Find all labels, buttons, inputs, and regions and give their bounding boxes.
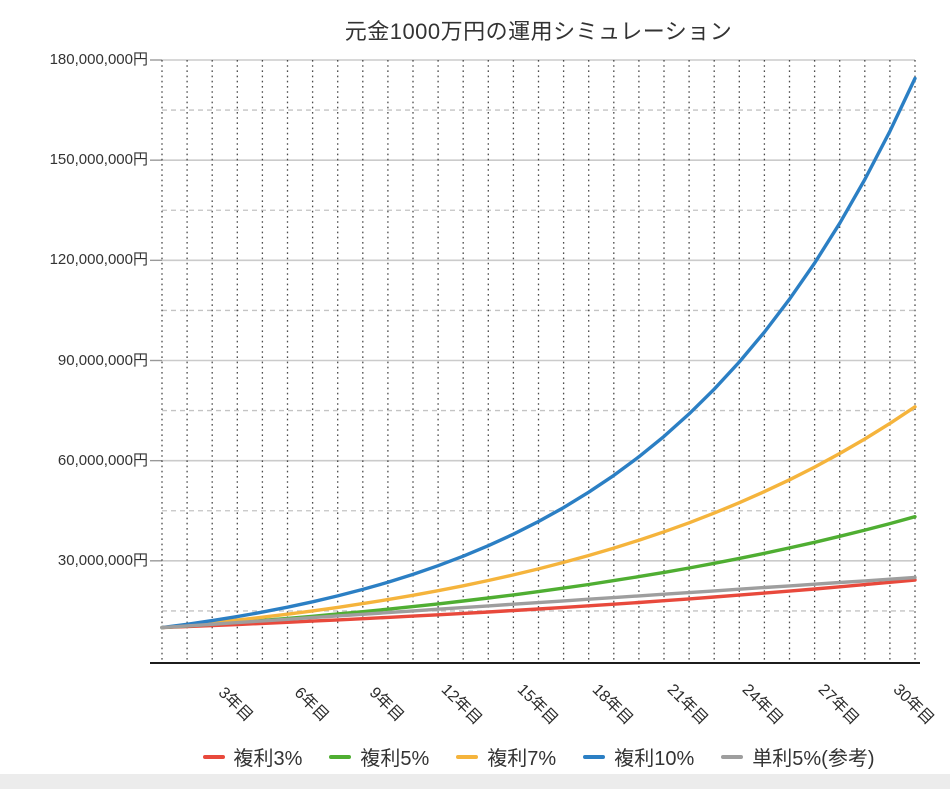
- y-tick-label: 30,000,000円: [57, 551, 148, 569]
- legend-line-icon: [583, 754, 606, 759]
- legend-line-icon: [456, 754, 479, 759]
- legend-line-icon: [202, 754, 225, 759]
- y-tick-label: 120,000,000円: [49, 251, 148, 269]
- series-line: [160, 575, 917, 630]
- y-tick-label: 90,000,000円: [57, 351, 148, 369]
- legend-item: 複利10%: [583, 742, 694, 771]
- legend: 複利3% 複利5% 複利7% 複利10% 単利5%(参考): [162, 742, 915, 771]
- legend-label: 複利7%: [487, 748, 557, 770]
- legend-item: 複利5%: [329, 742, 429, 771]
- legend-label: 複利10%: [614, 748, 695, 770]
- legend-line-icon: [721, 754, 744, 759]
- legend-label: 複利3%: [233, 748, 303, 770]
- legend-item: 複利7%: [456, 742, 556, 771]
- y-tick-label: 150,000,000円: [49, 151, 148, 169]
- y-tick-label: 60,000,000円: [57, 451, 148, 469]
- legend-label: 単利5%(参考): [752, 748, 875, 770]
- bottom-strip: [0, 774, 950, 789]
- legend-item: 単利5%(参考): [721, 742, 874, 771]
- chart-title: 元金1000万円の運用シミュレーション: [344, 19, 733, 44]
- y-tick-label: 180,000,000円: [49, 51, 148, 68]
- series-line: [160, 76, 917, 630]
- legend-line-icon: [329, 754, 352, 759]
- legend-label: 複利5%: [360, 748, 430, 770]
- series-line: [160, 578, 917, 630]
- legend-item: 複利3%: [202, 742, 303, 771]
- series-line: [160, 405, 917, 630]
